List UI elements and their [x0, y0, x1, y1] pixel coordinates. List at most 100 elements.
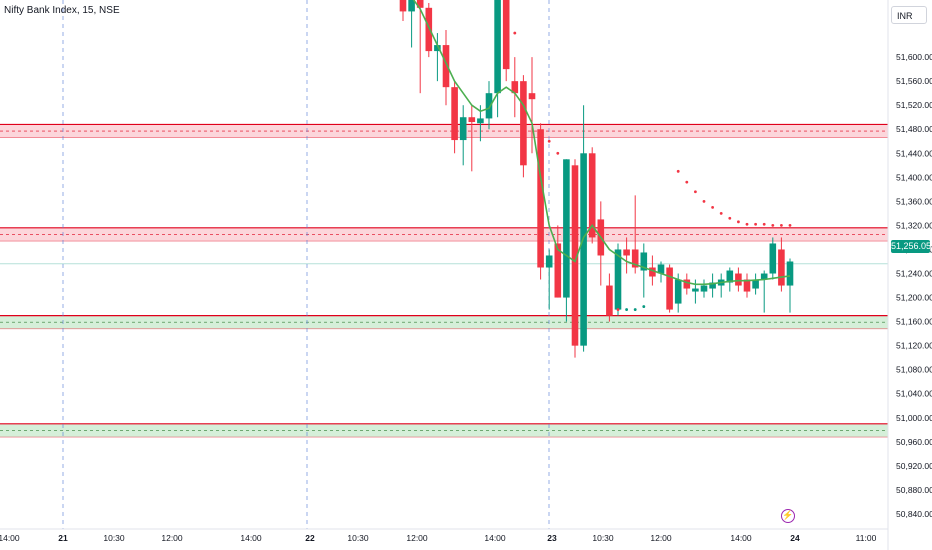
- candle: [606, 273, 613, 322]
- support-resistance-zones: [0, 123, 888, 438]
- y-tick-label: 51,440.00: [896, 148, 932, 158]
- candle-body: [692, 288, 699, 292]
- candle-body: [442, 45, 450, 88]
- candle: [786, 258, 794, 313]
- y-tick-label: 51,200.00: [896, 293, 932, 303]
- candle-body: [769, 243, 777, 274]
- candle-body: [640, 252, 648, 271]
- x-tick-label: 22: [305, 533, 315, 543]
- candle-body: [408, 0, 415, 12]
- candle-body: [623, 249, 630, 256]
- x-tick-label: 10:30: [592, 533, 614, 543]
- candle-body: [752, 279, 759, 289]
- candle: [657, 261, 665, 283]
- candle: [752, 273, 759, 295]
- y-tick-label: 51,240.00: [896, 269, 932, 279]
- candle: [494, 0, 501, 118]
- sar-dot: [694, 190, 697, 194]
- y-tick-label: 51,560.00: [896, 76, 932, 86]
- sar-dot: [616, 308, 620, 311]
- candle: [434, 33, 441, 82]
- candle: [683, 273, 691, 295]
- y-tick-label: 51,320.00: [896, 220, 932, 230]
- y-tick-label: 51,600.00: [896, 52, 932, 62]
- candle-body: [571, 165, 579, 346]
- candle-body: [468, 117, 476, 123]
- sar-dot: [676, 169, 680, 173]
- sar-dot: [754, 222, 757, 226]
- x-tick-label: 14:00: [0, 533, 20, 543]
- candle-body: [494, 0, 501, 94]
- candle: [399, 0, 407, 22]
- moving-average-line: [412, 0, 791, 286]
- x-tick-label: 10:30: [347, 533, 369, 543]
- candle-body: [666, 267, 673, 310]
- candle-body: [459, 117, 467, 141]
- candle: [666, 264, 673, 313]
- sar-dot: [608, 308, 611, 311]
- time-axis: 14:00 21 10:30 12:00 14:00 22 10:30 12:00 14:00 2…: [0, 533, 877, 543]
- candle-body: [778, 249, 785, 286]
- y-tick-label: 50,960.00: [896, 437, 932, 447]
- candle: [554, 225, 562, 298]
- y-tick-label: 51,480.00: [896, 124, 932, 134]
- y-tick-label: 51,000.00: [896, 413, 932, 423]
- sar-dot: [685, 180, 689, 184]
- candle: [520, 75, 527, 178]
- x-tick-label: 12:00: [161, 533, 183, 543]
- currency-button[interactable]: INR: [891, 6, 927, 24]
- sar-dot: [780, 224, 783, 227]
- candle: [451, 81, 458, 154]
- x-tick-label: 12:00: [406, 533, 428, 543]
- candle-body: [726, 270, 734, 283]
- candle: [623, 237, 630, 274]
- flash-icon[interactable]: ⚡: [781, 509, 795, 523]
- y-tick-label: 50,920.00: [896, 461, 932, 471]
- candle-body: [451, 87, 458, 141]
- candle-body: [649, 267, 656, 277]
- candle: [743, 273, 751, 298]
- candle: [640, 243, 648, 298]
- candle: [416, 0, 424, 94]
- candle-body: [502, 0, 510, 70]
- y-tick-label: 51,080.00: [896, 365, 932, 375]
- candle: [408, 0, 415, 48]
- x-tick-label: 24: [790, 533, 800, 543]
- candle-body: [606, 285, 613, 316]
- candle: [700, 279, 708, 298]
- sar-dot: [633, 308, 637, 311]
- candle-body: [657, 264, 665, 274]
- candle: [468, 105, 476, 172]
- sar-dot: [728, 216, 732, 220]
- y-tick-label: 51,120.00: [896, 341, 932, 351]
- candle-body: [511, 81, 519, 94]
- candle: [735, 267, 742, 292]
- candle-body: [434, 45, 441, 52]
- candle-body: [563, 159, 570, 298]
- y-tick-label: 51,400.00: [896, 172, 932, 182]
- sar-dot: [702, 199, 706, 203]
- y-tick-label: 50,840.00: [896, 509, 932, 519]
- sar-dot: [788, 224, 792, 227]
- candle: [717, 273, 725, 298]
- candle: [597, 201, 605, 286]
- candle-body: [614, 249, 622, 310]
- candle: [425, 3, 433, 58]
- candle-body: [477, 118, 484, 124]
- candle-body: [786, 261, 794, 286]
- session-separators: [62, 0, 550, 529]
- candle: [778, 237, 785, 292]
- sar-dot: [556, 151, 560, 155]
- x-tick-label: 14:00: [240, 533, 262, 543]
- candle-body: [735, 273, 742, 286]
- sar-dot: [625, 308, 628, 311]
- candle-body: [425, 7, 433, 52]
- candle-body: [760, 273, 768, 280]
- y-tick-label: 51,040.00: [896, 389, 932, 399]
- candle: [485, 81, 493, 130]
- candle-body: [631, 249, 639, 268]
- candle: [563, 159, 570, 322]
- sar-dot: [745, 222, 749, 226]
- sar-dot: [762, 222, 766, 226]
